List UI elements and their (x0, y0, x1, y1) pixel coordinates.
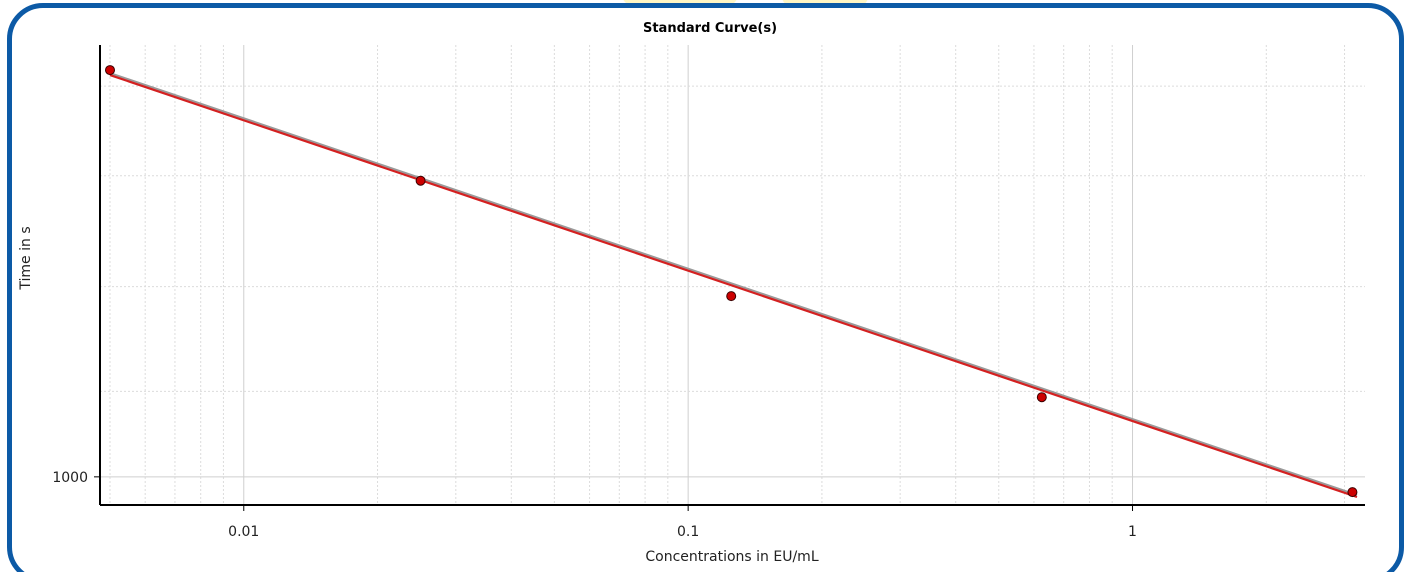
fit-line (109, 73, 1358, 499)
chart-title: Standard Curve(s) (643, 21, 777, 36)
axes (99, 45, 1365, 506)
x-tick-label: 1 (1128, 524, 1137, 540)
data-points (105, 65, 1358, 498)
y-axis-label: Time in s (18, 226, 34, 290)
grid-lines (100, 45, 1365, 505)
data-point (726, 291, 737, 302)
x-tick-label: 0.1 (677, 524, 699, 540)
y-tick-label: 1000 (52, 470, 88, 486)
x-axis-label: Concentrations in EU/mL (645, 549, 818, 565)
data-point (105, 65, 115, 76)
tick-labels: 0.01 0.1 1 1000 (52, 470, 1137, 540)
fit-line-shadow (109, 72, 1358, 496)
data-point (1036, 392, 1047, 403)
x-tick-label: 0.01 (228, 524, 259, 540)
fit-line-group (109, 72, 1358, 499)
data-point (415, 175, 426, 186)
data-point (1347, 487, 1358, 498)
